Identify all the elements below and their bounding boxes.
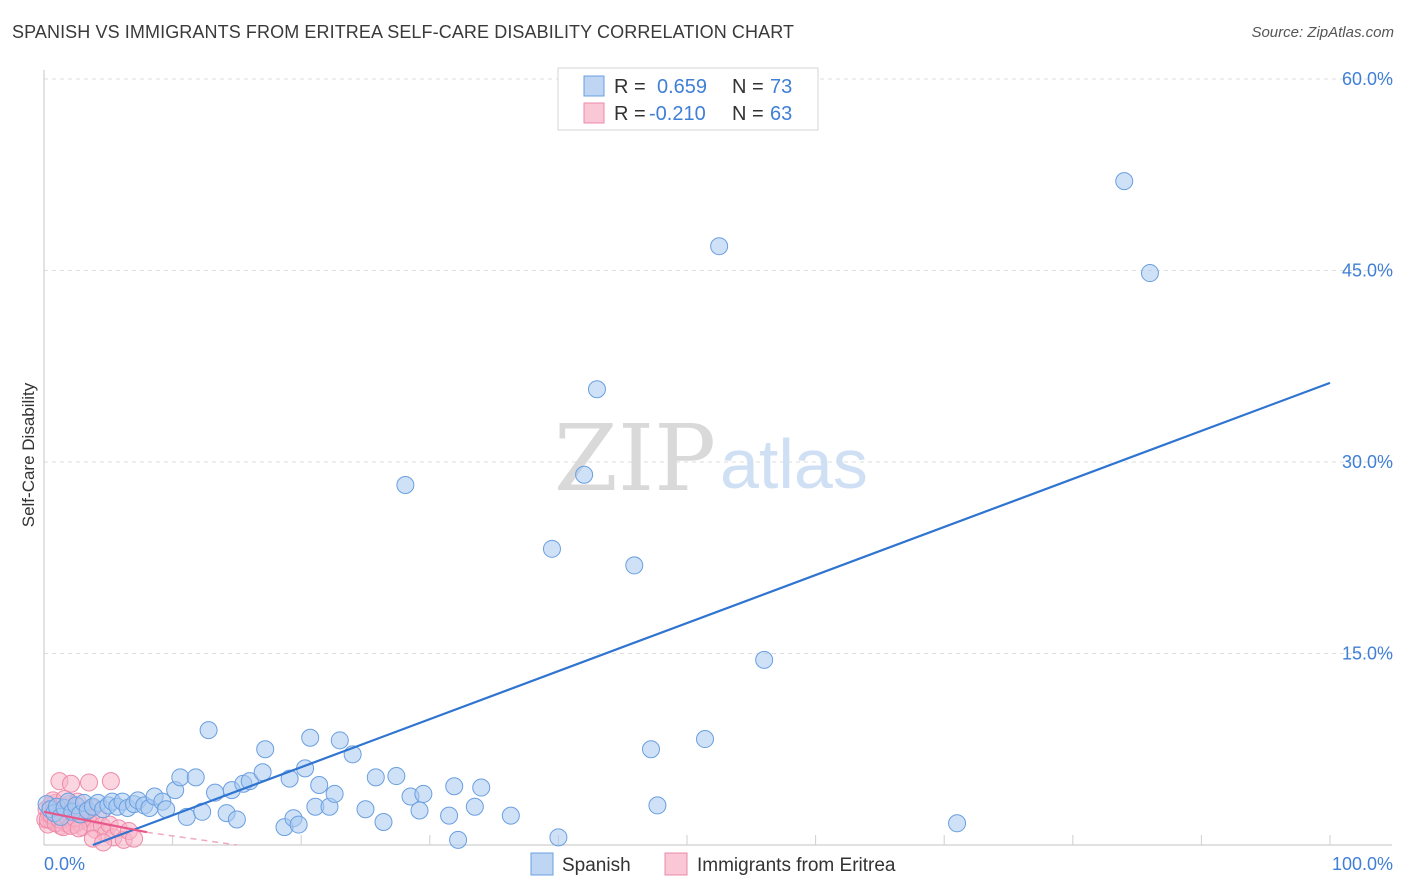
spanish-point-72 — [641, 740, 660, 759]
spanish-point-44 — [289, 815, 308, 834]
spanish-point-77 — [948, 814, 967, 833]
spanish-point-53 — [356, 800, 375, 819]
trend-lines — [43, 381, 1331, 847]
spanish-point-79 — [1140, 264, 1159, 283]
stats-r-label-spanish: R = — [614, 76, 646, 98]
spanish-point-61 — [440, 806, 459, 825]
zipatlas-watermark: ZIP atlas — [554, 405, 868, 512]
spanish-point-28 — [171, 768, 190, 787]
watermark-zip: ZIP — [554, 405, 716, 512]
y-tick-labels: 15.0% 30.0% 45.0% 60.0% — [1342, 69, 1393, 664]
spanish-point-36 — [227, 810, 246, 829]
spanish-point-70 — [587, 380, 606, 399]
spanish-point-32 — [199, 721, 218, 740]
eritrea-point-56 — [80, 773, 99, 792]
x-tick-1: 100.0% — [1332, 854, 1393, 874]
y-tick-0: 15.0% — [1342, 644, 1393, 664]
spanish-point-65 — [472, 778, 491, 797]
spanish-point-63 — [449, 830, 468, 849]
spanish-point-71 — [625, 556, 644, 575]
spanish-point-46 — [301, 728, 320, 747]
spanish-point-69 — [575, 465, 594, 484]
spanish-point-48 — [310, 775, 329, 794]
axes — [43, 70, 1392, 846]
y-axis-label: Self-Care Disability — [19, 382, 38, 527]
spanish-point-59 — [410, 801, 429, 820]
spanish-point-40 — [256, 740, 275, 759]
spanish-point-75 — [710, 237, 729, 256]
spanish-point-78 — [1115, 172, 1134, 191]
spanish-point-30 — [186, 768, 205, 787]
y-tick-2: 45.0% — [1342, 261, 1393, 281]
spanish-point-60 — [414, 784, 433, 803]
chart-title: SPANISH VS IMMIGRANTS FROM ERITREA SELF-… — [12, 22, 795, 42]
eritrea-trend-line — [43, 810, 148, 834]
y-tick-1: 30.0% — [1342, 452, 1393, 472]
stats-r-value-spanish: 0.659 — [657, 76, 707, 98]
spanish-point-50 — [325, 784, 344, 803]
stats-swatch-eritrea — [583, 102, 605, 124]
legend-label-eritrea: Immigrants from Eritrea — [697, 855, 896, 876]
stats-box: R = 0.659 N = 73 R = -0.210 N = 63 — [557, 67, 819, 131]
spanish-point-64 — [465, 797, 484, 816]
spanish-point-56 — [387, 767, 406, 786]
eritrea-point-57 — [101, 772, 120, 791]
x-tick-labels: 0.0% 100.0% — [44, 854, 1393, 874]
x-tick-0: 0.0% — [44, 854, 85, 874]
spanish-point-51 — [330, 731, 349, 750]
eritrea-point-55 — [62, 774, 81, 793]
spanish-point-68 — [542, 539, 561, 558]
grid-lines — [44, 78, 1392, 845]
spanish-point-76 — [755, 650, 774, 669]
stats-n-value-eritrea: 63 — [770, 103, 792, 125]
spanish-point-39 — [253, 763, 272, 782]
stats-n-value-spanish: 73 — [770, 76, 792, 98]
legend: Spanish Immigrants from Eritrea — [530, 852, 896, 876]
spanish-point-54 — [366, 768, 385, 787]
legend-swatch-eritrea — [664, 852, 688, 876]
spanish-point-55 — [374, 813, 393, 832]
spanish-point-57 — [396, 475, 415, 494]
stats-r-label-eritrea: R = — [614, 103, 646, 125]
spanish-points — [37, 172, 1159, 849]
legend-swatch-spanish — [530, 852, 554, 876]
spanish-point-74 — [696, 730, 715, 749]
watermark-atlas: atlas — [720, 425, 868, 503]
y-tick-3: 60.0% — [1342, 69, 1393, 89]
stats-r-value-eritrea: -0.210 — [649, 103, 706, 125]
legend-label-spanish: Spanish — [562, 855, 631, 876]
spanish-point-62 — [445, 777, 464, 796]
spanish-point-67 — [549, 828, 568, 847]
stats-swatch-spanish — [583, 75, 605, 97]
source-label: Source: ZipAtlas.com — [1251, 24, 1394, 41]
spanish-point-66 — [501, 806, 520, 825]
spanish-trend-line — [92, 381, 1331, 847]
eritrea-point-62 — [94, 833, 113, 852]
eritrea-trend-extension — [146, 831, 238, 846]
spanish-point-42 — [280, 769, 299, 788]
spanish-point-73 — [648, 796, 667, 815]
stats-n-label-spanish: N = — [732, 76, 764, 98]
stats-n-label-eritrea: N = — [732, 103, 764, 125]
